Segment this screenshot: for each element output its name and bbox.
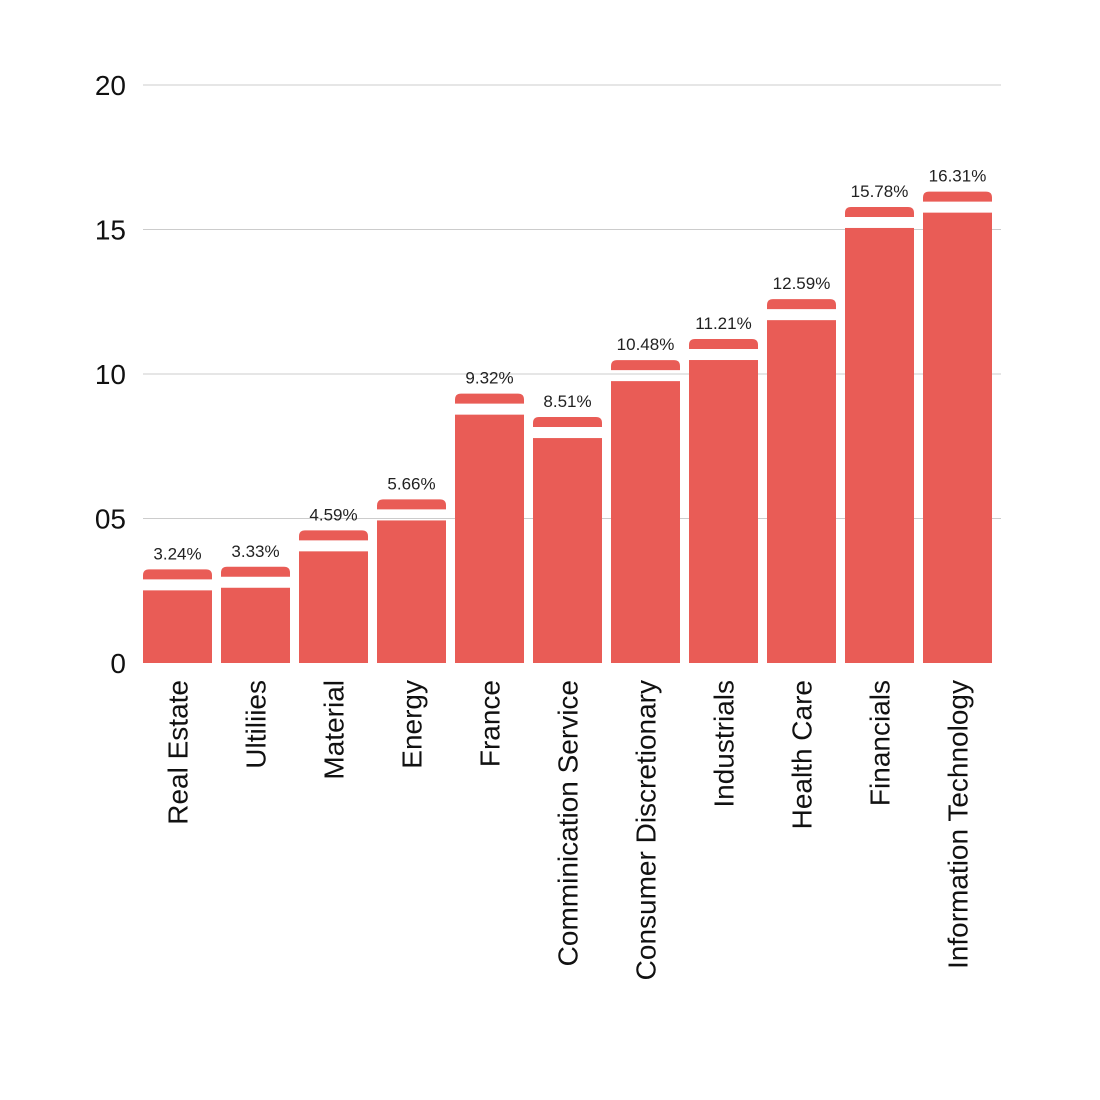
value-label: 3.33% (231, 542, 279, 561)
value-label: 9.32% (465, 369, 513, 388)
bar-body (143, 590, 212, 663)
x-axis-labels: Real Estate Ultiliies Material Energy France… (163, 680, 974, 980)
y-tick-label: 10 (95, 359, 126, 390)
value-label: 5.66% (387, 474, 435, 493)
bar-body (845, 227, 914, 663)
bar-cap (455, 393, 524, 404)
bar-body (377, 520, 446, 663)
bar (455, 393, 524, 663)
bar-cap (221, 566, 290, 577)
x-category-label: Ultiliies (241, 680, 272, 769)
x-category-label: Comminication Service (553, 680, 584, 966)
value-labels: 3.24% 3.33% 4.59% 5.66% 9.32% 8.51% 10.48% 11.2… (153, 167, 986, 564)
x-category-label: Information Technology (943, 680, 974, 969)
bar-body (767, 320, 836, 663)
y-tick-label: 15 (95, 215, 126, 246)
x-category-label: Consumer Discretionary (631, 680, 662, 980)
bar-body (221, 587, 290, 663)
bar-cap (689, 339, 758, 350)
bar (845, 206, 914, 663)
value-label: 3.24% (153, 544, 201, 563)
value-label: 10.48% (617, 335, 675, 354)
bar (221, 566, 290, 663)
bar (299, 530, 368, 663)
bar (143, 569, 212, 663)
bar (377, 499, 446, 663)
bar-cap (923, 191, 992, 202)
value-label: 16.31% (929, 167, 987, 186)
bar-body (533, 438, 602, 663)
bar-body (455, 414, 524, 663)
bar-cap (845, 206, 914, 217)
y-tick-label: 20 (95, 70, 126, 101)
value-label: 12.59% (773, 274, 831, 293)
bar-body (923, 212, 992, 664)
bar-body (299, 551, 368, 663)
x-category-label: Real Estate (163, 680, 194, 825)
value-label: 8.51% (543, 392, 591, 411)
bar-cap (767, 299, 836, 310)
bar-cap (299, 530, 368, 541)
x-category-label: Industrials (709, 680, 740, 808)
bars (143, 191, 992, 664)
y-axis-ticks: 0 05 10 15 20 (95, 70, 126, 679)
x-category-label: Material (319, 680, 350, 780)
x-category-label: Financials (865, 680, 896, 806)
x-category-label: Health Care (787, 680, 818, 829)
bar-cap (377, 499, 446, 510)
bar-body (611, 381, 680, 663)
x-category-label: Energy (397, 680, 428, 769)
bar (689, 339, 758, 663)
bar (767, 299, 836, 663)
bar-body (689, 360, 758, 663)
bar-cap (533, 417, 602, 428)
x-category-label: France (475, 680, 506, 767)
value-label: 15.78% (851, 182, 909, 201)
bar-cap (143, 569, 212, 580)
y-tick-label: 0 (110, 648, 126, 679)
value-label: 11.21% (695, 314, 751, 333)
y-tick-label: 05 (95, 504, 126, 535)
bar (923, 191, 992, 664)
bar (611, 360, 680, 663)
value-label: 4.59% (309, 505, 357, 524)
bar-cap (611, 360, 680, 371)
bar (533, 417, 602, 663)
